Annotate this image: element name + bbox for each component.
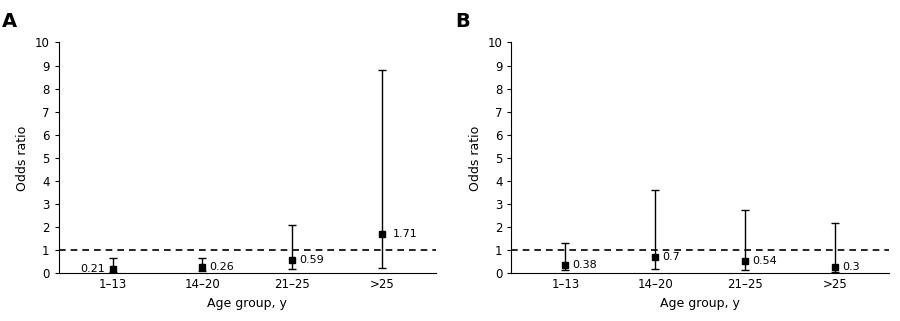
Text: B: B [454, 12, 470, 31]
X-axis label: Age group, y: Age group, y [661, 297, 740, 310]
Text: 0.54: 0.54 [752, 256, 777, 266]
Y-axis label: Odds ratio: Odds ratio [16, 125, 29, 191]
Text: 0.26: 0.26 [210, 263, 234, 273]
Text: 0.38: 0.38 [572, 260, 598, 270]
Text: 0.3: 0.3 [842, 262, 860, 272]
Text: 1.71: 1.71 [393, 229, 418, 239]
Text: 0.21: 0.21 [81, 264, 105, 273]
Y-axis label: Odds ratio: Odds ratio [469, 125, 482, 191]
X-axis label: Age group, y: Age group, y [208, 297, 287, 310]
Text: 0.7: 0.7 [662, 252, 680, 262]
Text: A: A [2, 12, 17, 31]
Text: 0.59: 0.59 [300, 255, 324, 265]
